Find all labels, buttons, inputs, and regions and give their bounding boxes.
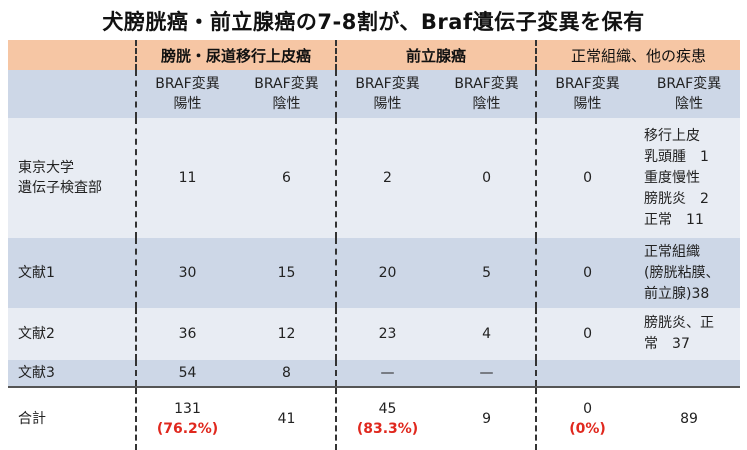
subheader-row: BRAF変異 陽性 BRAF変異 陰性 BRAF変異 陽性 BRAF変異 陰性 BRAF… <box>8 70 740 118</box>
cell-value: 2 <box>336 118 438 238</box>
row-label: 東京大学 遺伝子検査部 <box>8 118 136 238</box>
subheader-normal-negative: BRAF変異 陰性 <box>638 70 740 118</box>
braf-mutation-table: 膀胱・尿道移行上皮癌 前立腺癌 正常組織、他の疾患 BRAF変異 陽性 BRAF変… <box>8 40 740 450</box>
cell-note: 膀胱炎、正常 37 <box>638 308 740 360</box>
row-label: 文献1 <box>8 238 136 308</box>
cell-value: 4 <box>438 308 536 360</box>
cell-value: 8 <box>238 360 336 387</box>
cell-note: 正常組織 (膀胱粘膜、 前立腺)38 <box>638 238 740 308</box>
cell-value: 36 <box>136 308 238 360</box>
subheader-prostate-negative: BRAF変異 陰性 <box>438 70 536 118</box>
cell-value: 5 <box>438 238 536 308</box>
table-row: 文献2 36 12 23 4 0 膀胱炎、正常 37 <box>8 308 740 360</box>
cell-value: 15 <box>238 238 336 308</box>
total-normal-negative: 89 <box>638 387 740 450</box>
cell-value: 0 <box>438 118 536 238</box>
cell-value: 0 <box>536 238 638 308</box>
group-prostate-header: 前立腺癌 <box>336 40 536 70</box>
subheader-normal-positive: BRAF変異 陽性 <box>536 70 638 118</box>
cell-value: 30 <box>136 238 238 308</box>
subheader-bladder-negative: BRAF変異 陰性 <box>238 70 336 118</box>
total-normal-positive: 0 (0%) <box>536 387 638 450</box>
cell-value <box>536 360 638 387</box>
cell-value: 54 <box>136 360 238 387</box>
subheader-empty <box>8 70 136 118</box>
cell-value: 0 <box>536 308 638 360</box>
total-bladder-positive: 131 (76.2%) <box>136 387 238 450</box>
row-label: 文献3 <box>8 360 136 387</box>
group-normal-header: 正常組織、他の疾患 <box>536 40 740 70</box>
cell-value: — <box>336 360 438 387</box>
prostate-percent: (83.3%) <box>337 419 438 439</box>
cell-value: 0 <box>536 118 638 238</box>
bladder-percent: (76.2%) <box>137 419 238 439</box>
subheader-prostate-positive: BRAF変異 陽性 <box>336 70 438 118</box>
total-prostate-positive: 45 (83.3%) <box>336 387 438 450</box>
table-row: 文献3 54 8 — — <box>8 360 740 387</box>
normal-percent: (0%) <box>537 419 638 439</box>
cell-value: — <box>438 360 536 387</box>
total-bladder-negative: 41 <box>238 387 336 450</box>
subheader-bladder-positive: BRAF変異 陽性 <box>136 70 238 118</box>
cell-value: 20 <box>336 238 438 308</box>
corner-cell <box>8 40 136 70</box>
cell-note: 移行上皮 乳頭腫 1 重度慢性 膀胱炎 2 正常 11 <box>638 118 740 238</box>
cell-value: 11 <box>136 118 238 238</box>
total-label: 合計 <box>8 387 136 450</box>
group-bladder-header: 膀胱・尿道移行上皮癌 <box>136 40 336 70</box>
page-title: 犬膀胱癌・前立腺癌の7-8割が、Braf遺伝子変異を保有 <box>0 6 747 36</box>
cell-value: 6 <box>238 118 336 238</box>
group-header-row: 膀胱・尿道移行上皮癌 前立腺癌 正常組織、他の疾患 <box>8 40 740 70</box>
cell-value: 23 <box>336 308 438 360</box>
total-row: 合計 131 (76.2%) 41 45 (83.3%) 9 0 (0%) 89 <box>8 387 740 450</box>
cell-value: 12 <box>238 308 336 360</box>
total-prostate-negative: 9 <box>438 387 536 450</box>
cell-note <box>638 360 740 387</box>
row-label: 文献2 <box>8 308 136 360</box>
table-row: 東京大学 遺伝子検査部 11 6 2 0 0 移行上皮 乳頭腫 1 重度慢性 膀胱炎 2… <box>8 118 740 238</box>
table-row: 文献1 30 15 20 5 0 正常組織 (膀胱粘膜、 前立腺)38 <box>8 238 740 308</box>
